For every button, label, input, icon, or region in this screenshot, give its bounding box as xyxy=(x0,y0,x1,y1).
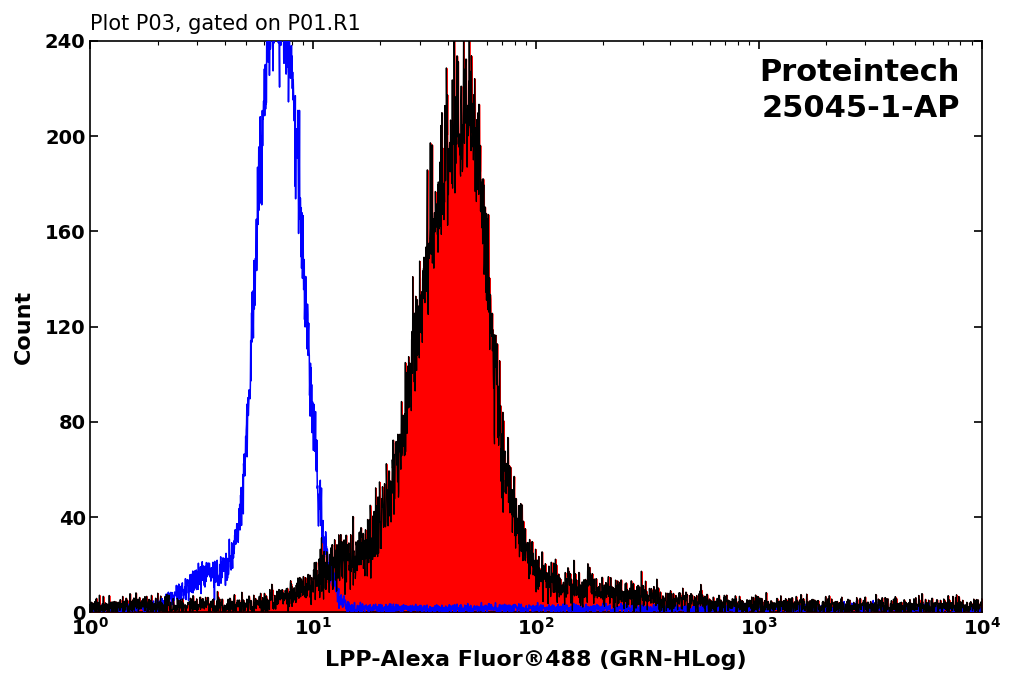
Text: Proteintech
25045-1-AP: Proteintech 25045-1-AP xyxy=(759,58,960,123)
X-axis label: LPP-Alexa Fluor®488 (GRN-HLog): LPP-Alexa Fluor®488 (GRN-HLog) xyxy=(326,650,747,670)
Y-axis label: Count: Count xyxy=(14,289,33,364)
Text: Plot P03, gated on P01.R1: Plot P03, gated on P01.R1 xyxy=(90,14,361,34)
